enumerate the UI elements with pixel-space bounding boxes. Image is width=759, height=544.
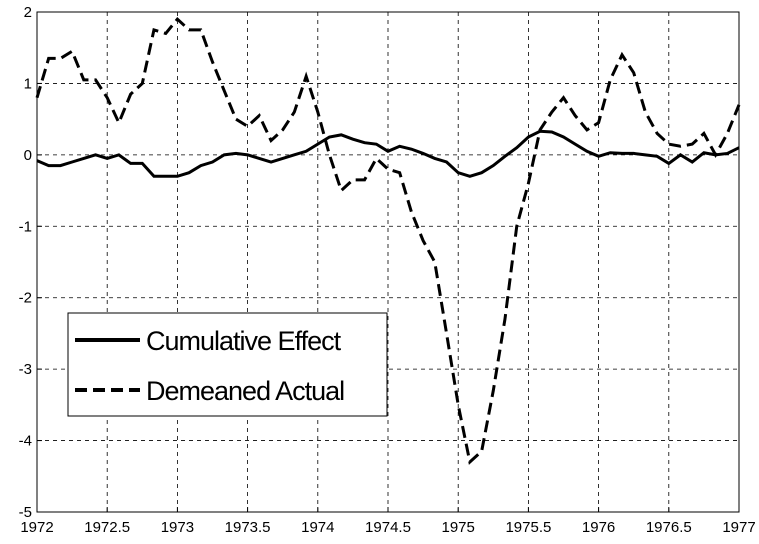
legend-label: Cumulative Effect: [146, 326, 342, 356]
x-tick-label: 1973: [161, 519, 194, 536]
plot-frame: [36, 11, 740, 513]
y-tick-label: 0: [24, 147, 32, 164]
y-tick-label: -2: [19, 290, 32, 307]
x-tick-label: 1974.5: [365, 519, 411, 536]
y-tick-label: -3: [19, 361, 32, 378]
x-tick-label: 1976: [582, 519, 615, 536]
data-line: [35, 16, 741, 465]
y-tick-label: 1: [24, 75, 32, 92]
y-tick-label: 2: [24, 4, 32, 21]
legend-label: Demeaned Actual: [146, 376, 344, 406]
data-line: [36, 129, 740, 178]
y-tick-label: -5: [19, 504, 32, 521]
legend-box: [67, 312, 388, 417]
x-tick-label: 1976.5: [646, 519, 692, 536]
x-tick-label: 1975: [442, 519, 475, 536]
y-tick-label: -4: [19, 433, 32, 450]
x-tick-label: 1975.5: [505, 519, 551, 536]
x-tick-label: 1977: [722, 519, 755, 536]
y-tick-label: -1: [19, 218, 32, 235]
x-tick-label: 1973.5: [225, 519, 271, 536]
x-tick-label: 1972: [20, 519, 53, 536]
x-tick-label: 1974: [301, 519, 334, 536]
x-tick-label: 1972.5: [84, 519, 130, 536]
